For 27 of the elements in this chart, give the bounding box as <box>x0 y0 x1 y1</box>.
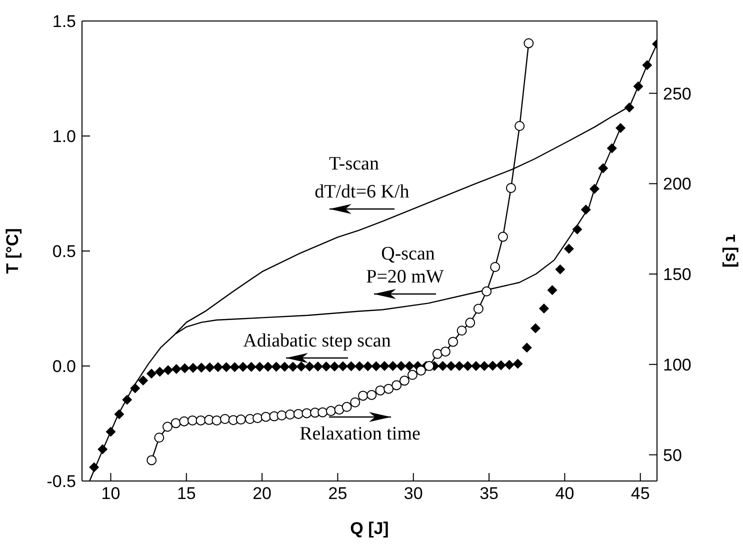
y2-tick-label: 100 <box>663 355 692 374</box>
x-tick-label: 30 <box>404 484 423 504</box>
x-tick-label: 45 <box>630 484 650 504</box>
x-tick-label: 35 <box>480 484 498 504</box>
y2-axis-title: τ [s] <box>722 234 741 268</box>
annotation: Adiabatic step scan <box>243 330 392 352</box>
annotation: T-scan <box>329 153 380 174</box>
annotation: Q-scan <box>381 243 436 264</box>
x-tick-label: 40 <box>555 484 574 504</box>
x-tick-label: 10 <box>101 484 120 504</box>
y-axis-title: T [°C] <box>3 228 22 274</box>
y-tick-label: 0.0 <box>52 357 76 376</box>
x-axis-title: Q [J] <box>350 519 389 538</box>
annotation: dT/dt=6 K/h <box>314 181 410 202</box>
x-tick-label: 15 <box>176 484 196 504</box>
y2-tick-label: 50 <box>663 446 682 465</box>
y-tick-label: -0.5 <box>46 472 76 492</box>
annotation: P=20 mW <box>366 266 444 288</box>
y-tick-label: 1.0 <box>52 127 76 146</box>
annotation: Relaxation time <box>300 423 420 444</box>
y-tick-label: 0.5 <box>52 242 76 262</box>
y2-tick-label: 150 <box>663 265 692 284</box>
x-tick-label: 20 <box>252 484 272 504</box>
x-tick-label: 25 <box>328 484 348 504</box>
y2-tick-label: 200 <box>663 174 692 194</box>
y2-tick-label: 250 <box>663 84 692 104</box>
y-tick-label: 1.5 <box>52 12 76 32</box>
